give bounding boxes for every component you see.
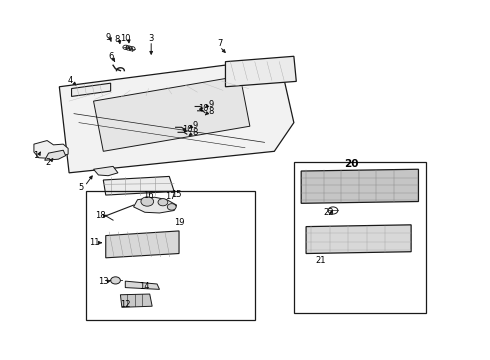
Polygon shape [94, 76, 250, 151]
Circle shape [167, 204, 176, 210]
Text: 20: 20 [344, 159, 359, 169]
Text: 9: 9 [193, 121, 198, 130]
Bar [294, 162, 426, 313]
Text: 22: 22 [324, 208, 334, 217]
Text: 16: 16 [143, 190, 153, 199]
Polygon shape [301, 169, 418, 203]
Polygon shape [125, 281, 159, 289]
Circle shape [111, 277, 121, 284]
Text: 13: 13 [98, 276, 109, 285]
Polygon shape [225, 56, 296, 87]
Polygon shape [103, 176, 174, 195]
Polygon shape [106, 231, 179, 258]
Text: 18: 18 [96, 211, 106, 220]
Text: 14: 14 [140, 282, 150, 291]
Text: 1: 1 [33, 152, 39, 161]
Text: 4: 4 [68, 76, 73, 85]
Circle shape [158, 199, 168, 206]
Polygon shape [45, 150, 66, 160]
Text: 5: 5 [79, 183, 84, 192]
Polygon shape [306, 225, 411, 253]
Text: 3: 3 [148, 34, 154, 43]
Polygon shape [34, 140, 68, 158]
Text: 11: 11 [89, 238, 100, 247]
Text: 19: 19 [174, 218, 184, 227]
Text: 10: 10 [198, 104, 209, 113]
Polygon shape [121, 294, 152, 307]
Text: 8: 8 [193, 128, 198, 137]
Text: 12: 12 [121, 300, 131, 309]
Text: 2: 2 [45, 158, 50, 167]
Text: 9: 9 [105, 33, 110, 42]
Polygon shape [134, 197, 176, 213]
Circle shape [141, 197, 154, 206]
Polygon shape [94, 166, 118, 176]
Text: 21: 21 [316, 256, 326, 265]
Text: 9: 9 [208, 100, 214, 109]
Text: 17: 17 [166, 192, 176, 201]
Bar [86, 191, 255, 320]
Text: 6: 6 [108, 53, 113, 62]
Text: 15: 15 [172, 190, 182, 199]
Text: 8: 8 [208, 107, 214, 116]
Polygon shape [72, 83, 111, 96]
Text: 8: 8 [114, 35, 120, 44]
Text: 7: 7 [217, 39, 222, 48]
Polygon shape [59, 58, 294, 173]
Text: 10: 10 [121, 34, 131, 43]
Text: 10: 10 [182, 125, 193, 134]
